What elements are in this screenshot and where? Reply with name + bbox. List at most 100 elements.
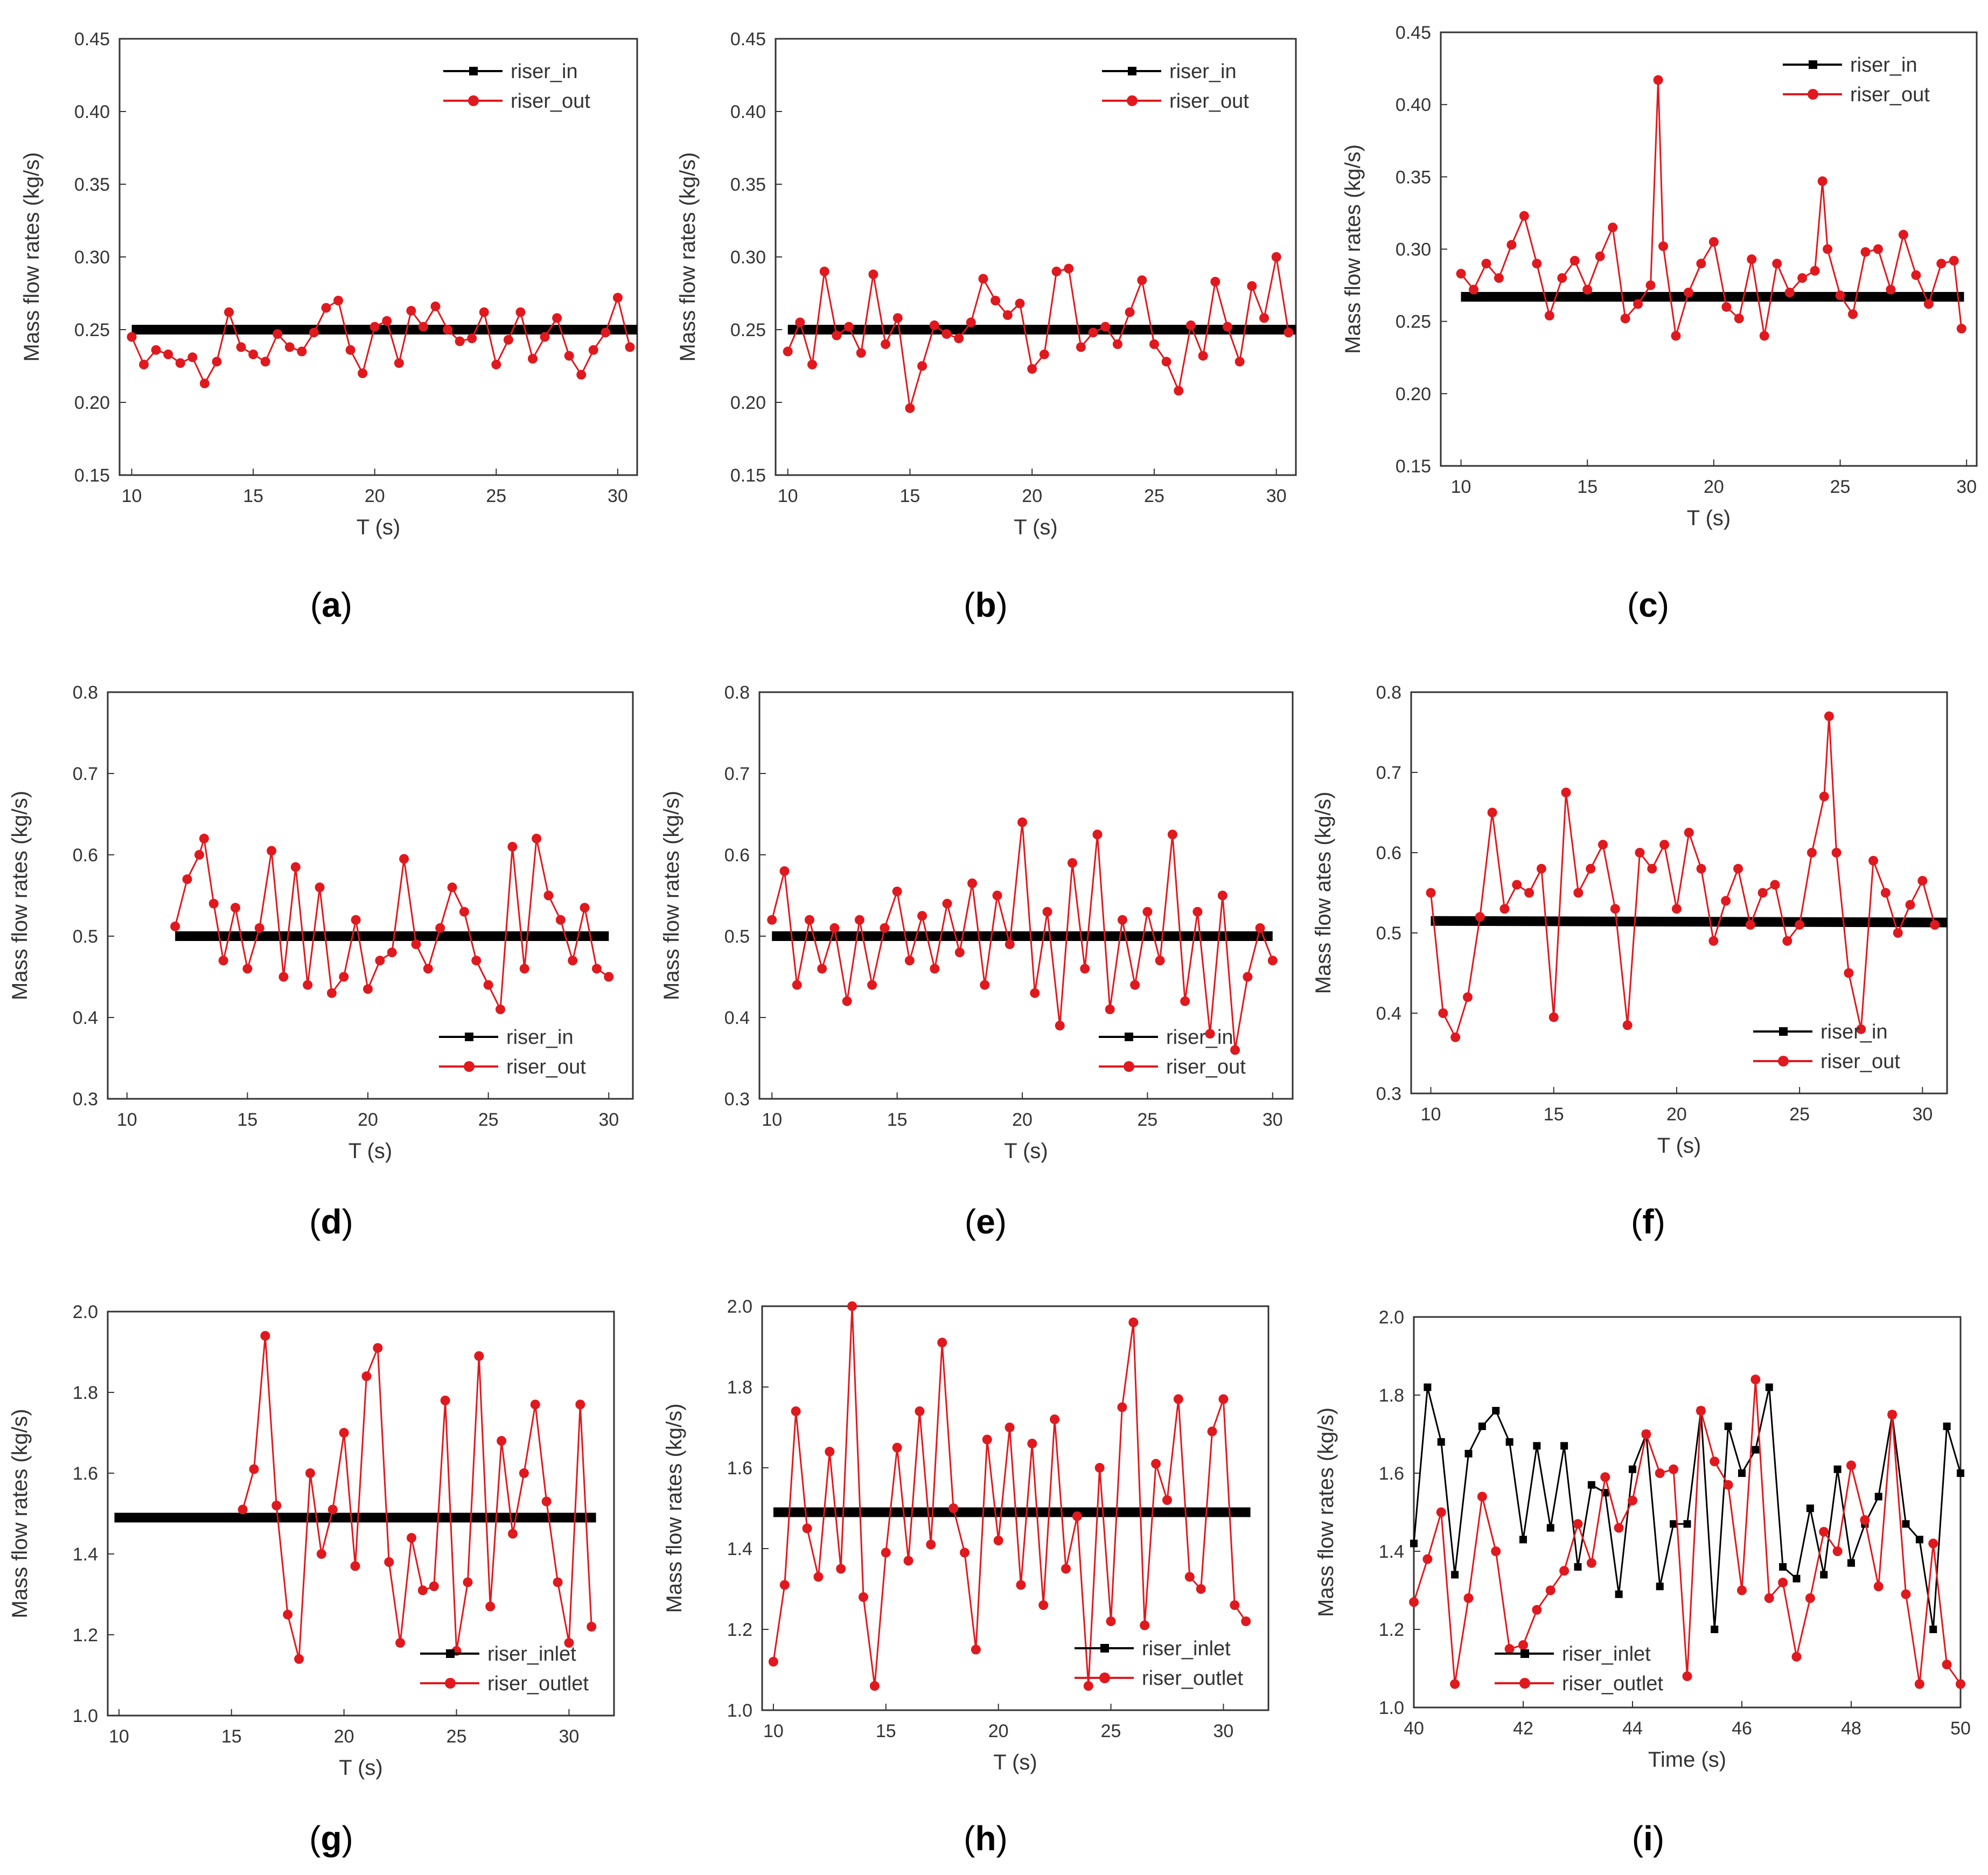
data-point (1512, 880, 1522, 890)
data-point (1805, 1593, 1815, 1603)
x-tick-label: 30 (598, 1110, 619, 1130)
data-point (1671, 331, 1681, 341)
y-tick-label: 1.2 (1379, 1620, 1404, 1640)
data-point (1094, 1463, 1105, 1473)
plot-area-frame (118, 38, 638, 476)
legend-label: riser_in (506, 1026, 574, 1049)
data-point (555, 915, 566, 925)
legend-marker (465, 1033, 473, 1041)
x-tick-label: 10 (117, 1110, 137, 1130)
data-point (1234, 357, 1245, 367)
legend: riser_in riser_out (1783, 54, 1930, 106)
data-point (326, 988, 337, 998)
plot-area-frame (775, 38, 1297, 476)
data-point (1628, 1495, 1637, 1505)
data-point (942, 898, 952, 909)
y-tick-label: 0.35 (730, 175, 766, 195)
data-point (854, 915, 864, 925)
x-tick-label: 10 (763, 1721, 784, 1741)
data-point (1956, 1679, 1965, 1689)
plot-area-frame (758, 691, 1294, 1100)
legend-marker (1809, 60, 1817, 69)
data-point (930, 964, 940, 974)
data-point (1016, 1580, 1026, 1590)
data-point (1752, 1446, 1760, 1454)
data-point (1893, 928, 1903, 938)
data-point (1784, 288, 1795, 297)
series-line (174, 838, 610, 1013)
data-point (1757, 888, 1768, 898)
data-point (990, 296, 1001, 305)
y-tick-label: 0.4 (724, 1008, 750, 1028)
data-point (1117, 915, 1127, 925)
panel-caption-letter: h (975, 1819, 996, 1858)
data-point (496, 1004, 506, 1014)
data-point (553, 1577, 563, 1587)
data-point (1247, 281, 1257, 291)
data-point (1633, 299, 1643, 309)
data-point (467, 333, 477, 344)
data-point (1696, 1406, 1706, 1416)
data-point (1462, 992, 1473, 1002)
data-point (1005, 939, 1015, 950)
x-tick-label: 15 (876, 1721, 896, 1741)
legend-marker (464, 1061, 475, 1072)
data-point (199, 378, 210, 388)
data-point (954, 333, 964, 344)
data-point (1223, 322, 1233, 332)
data-point (1422, 1554, 1433, 1564)
data-point (339, 1428, 349, 1438)
data-point (1669, 1464, 1679, 1474)
data-point (224, 307, 234, 317)
data-point (305, 1468, 315, 1478)
data-point (1620, 313, 1630, 324)
data-point (869, 1681, 880, 1691)
data-point (829, 923, 840, 933)
data-point (1548, 1012, 1559, 1022)
data-point (1519, 1536, 1527, 1544)
legend-marker (1520, 1649, 1529, 1658)
series-riser_out (1456, 75, 1966, 341)
data-point (1782, 936, 1792, 946)
y-tick-label: 1.0 (727, 1700, 752, 1721)
data-point (1151, 1459, 1161, 1469)
x-tick-label: 20 (358, 1110, 378, 1130)
data-point (1450, 1679, 1460, 1689)
y-tick-label: 0.8 (1376, 682, 1401, 703)
y-tick-label: 0.8 (724, 682, 750, 703)
data-point (1737, 1585, 1747, 1595)
y-tick-label: 0.4 (1376, 1003, 1401, 1024)
y-tick-label: 0.25 (730, 320, 766, 340)
data-point (1708, 237, 1719, 247)
data-point (139, 359, 149, 370)
data-point (1492, 1407, 1500, 1414)
data-point (954, 947, 965, 958)
data-point (1696, 863, 1706, 874)
data-point (345, 345, 355, 355)
data-point (1499, 904, 1510, 914)
data-point (1130, 980, 1140, 990)
data-point (423, 964, 433, 974)
data-point (1105, 1004, 1115, 1014)
data-point (384, 1557, 394, 1567)
data-point (1658, 241, 1669, 252)
data-point (429, 1581, 439, 1591)
legend-label: riser_out (1820, 1050, 1900, 1073)
panel-caption: (a) (310, 585, 352, 624)
data-point (541, 1496, 552, 1507)
data-point (1469, 284, 1479, 295)
chart-panel-i: 40 42 44 46 48 50 1.0 1.2 1.4 1.6 1.8 2.0 Time (s) Ma… (1314, 1307, 1971, 1772)
data-point (471, 956, 482, 966)
data-point (440, 1396, 450, 1405)
data-point (1167, 830, 1177, 840)
series-riser_outlet (238, 1331, 597, 1664)
x-tick-label: 15 (900, 486, 920, 506)
data-point (1450, 1032, 1461, 1042)
data-point (929, 320, 939, 330)
legend-marker (468, 95, 479, 106)
data-point (1860, 247, 1871, 257)
data-point (905, 403, 915, 413)
data-point (813, 1572, 824, 1582)
data-point (1738, 1469, 1746, 1477)
y-tick-label: 1.4 (1379, 1542, 1404, 1562)
